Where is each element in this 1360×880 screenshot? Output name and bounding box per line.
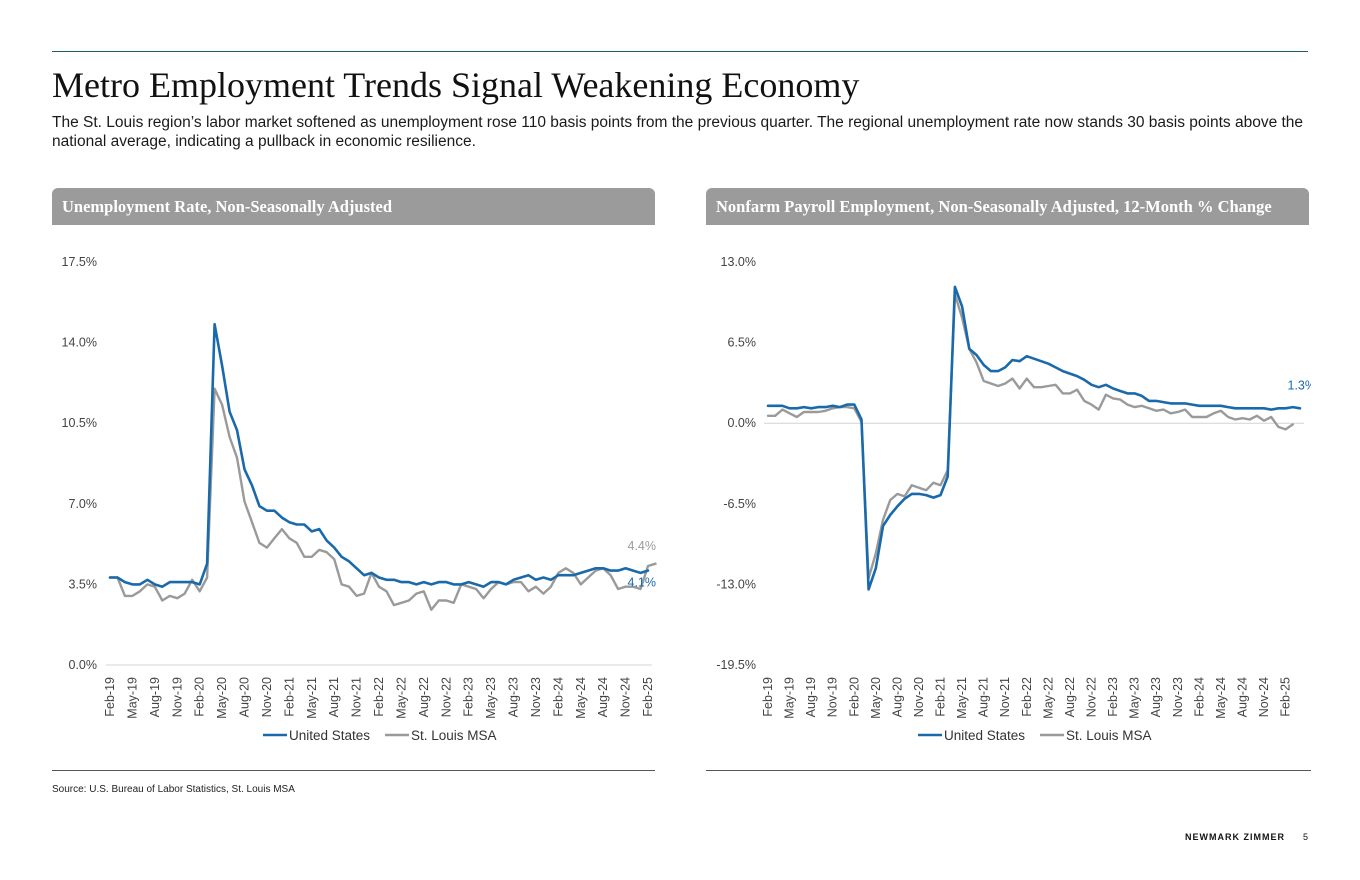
x-tick-label: May-23: [1128, 677, 1142, 719]
y-tick-label: -13.0%: [716, 577, 756, 591]
unemployment-chart: 0.0% 3.5% 7.0% 10.5% 14.0% 17.5% Feb-19 May-19 A…: [62, 255, 657, 743]
y-tick-label: 17.5%: [62, 255, 97, 269]
x-tick-label: May-20: [869, 677, 883, 719]
series-line-united-states: [108, 322, 650, 589]
chart-2-bottom-divider: [706, 770, 1311, 771]
page-subtitle: The St. Louis region’s labor market soft…: [52, 114, 1304, 150]
x-tick-label: Feb-23: [1106, 677, 1120, 717]
x-tick-label: Nov-23: [529, 677, 543, 717]
x-tick-label: Nov-21: [998, 677, 1012, 717]
x-tick-label: May-24: [1214, 677, 1228, 719]
series-line-united-states: [766, 285, 1302, 591]
x-tick-label: Nov-20: [912, 677, 926, 717]
x-tick-label: Feb-19: [761, 677, 775, 717]
x-tick-label: Nov-24: [1257, 677, 1271, 717]
y-tick-label: 7.0%: [69, 497, 98, 511]
x-tick-label: Aug-23: [1149, 677, 1163, 717]
x-tick-label: Feb-21: [934, 677, 948, 717]
x-tick-label: Nov-23: [1171, 677, 1185, 717]
x-tick-label: May-20: [215, 677, 229, 719]
x-tick-label: Aug-21: [977, 677, 991, 717]
x-tick-label: Aug-19: [148, 677, 162, 717]
x-tick-label: May-24: [574, 677, 588, 719]
legend-label: St. Louis MSA: [1066, 728, 1152, 743]
end-value-label: -0.1%: [1275, 240, 1308, 243]
x-tick-label: Feb-20: [193, 677, 207, 717]
x-tick-label: Aug-22: [1063, 677, 1077, 717]
x-tick-label: Aug-19: [804, 677, 818, 717]
payroll-chart: -19.5% -13.0% -6.5% 0.0% 6.5% 13.0% Feb-19 May-…: [716, 240, 1312, 743]
end-value-label: 4.1%: [628, 576, 657, 590]
x-tick-label: Feb-20: [847, 677, 861, 717]
x-tick-label: Aug-24: [1235, 677, 1249, 717]
x-tick-label: Feb-22: [1020, 677, 1034, 717]
x-tick-label: May-22: [394, 677, 408, 719]
x-tick-label: Nov-19: [170, 677, 184, 717]
x-tick-label: Aug-22: [417, 677, 431, 717]
x-tick-label: Feb-25: [641, 677, 655, 717]
x-tick-label: Feb-22: [372, 677, 386, 717]
source-note: Source: U.S. Bureau of Labor Statistics,…: [52, 784, 295, 795]
x-tick-label: Aug-20: [238, 677, 252, 717]
y-tick-label: 0.0%: [69, 658, 98, 672]
chart-2-header: Nonfarm Payroll Employment, Non-Seasonal…: [706, 188, 1309, 225]
x-tick-label: Nov-24: [619, 677, 633, 717]
x-tick-label: May-22: [1041, 677, 1055, 719]
y-tick-label: 0.0%: [728, 416, 757, 430]
x-tick-label: Aug-21: [327, 677, 341, 717]
end-value-label: 4.4%: [628, 539, 657, 553]
footer-brand: NEWMARK ZIMMER: [1185, 832, 1285, 842]
legend-label: United States: [944, 728, 1025, 743]
x-tick-label: Feb-24: [551, 677, 565, 717]
x-tick-label: Nov-21: [350, 677, 364, 717]
x-tick-label: Feb-21: [282, 677, 296, 717]
end-value-label: 1.3%: [1288, 378, 1312, 392]
x-tick-label: Feb-23: [462, 677, 476, 717]
y-tick-label: -6.5%: [723, 497, 756, 511]
y-tick-label: 13.0%: [721, 255, 756, 269]
x-tick-label: Feb-25: [1279, 677, 1293, 717]
x-tick-label: Feb-19: [103, 677, 117, 717]
x-tick-label: Nov-20: [260, 677, 274, 717]
x-tick-label: Nov-19: [826, 677, 840, 717]
page-number: 5: [1302, 832, 1308, 842]
chart-1-header: Unemployment Rate, Non-Seasonally Adjust…: [52, 188, 655, 225]
y-tick-label: 3.5%: [69, 577, 98, 591]
x-tick-label: Nov-22: [439, 677, 453, 717]
x-tick-label: Nov-22: [1085, 677, 1099, 717]
x-tick-label: Aug-20: [890, 677, 904, 717]
x-tick-label: May-23: [484, 677, 498, 719]
top-divider: [52, 51, 1308, 52]
x-tick-label: May-21: [955, 677, 969, 719]
x-tick-label: May-19: [783, 677, 797, 719]
y-tick-label: -19.5%: [716, 658, 756, 672]
series-line-st-louis: [108, 387, 657, 611]
legend-label: United States: [289, 728, 370, 743]
y-tick-label: 14.0%: [62, 336, 97, 350]
x-tick-label: May-21: [305, 677, 319, 719]
x-tick-label: Aug-23: [507, 677, 521, 717]
y-tick-label: 10.5%: [62, 416, 97, 430]
page-title: Metro Employment Trends Signal Weakening…: [52, 65, 860, 105]
x-tick-label: Aug-24: [596, 677, 610, 717]
series-line-st-louis: [766, 293, 1294, 580]
legend-label: St. Louis MSA: [411, 728, 497, 743]
x-tick-label: May-19: [125, 677, 139, 719]
chart-1-bottom-divider: [52, 770, 655, 771]
x-tick-label: Feb-24: [1192, 677, 1206, 717]
y-tick-label: 6.5%: [728, 336, 757, 350]
